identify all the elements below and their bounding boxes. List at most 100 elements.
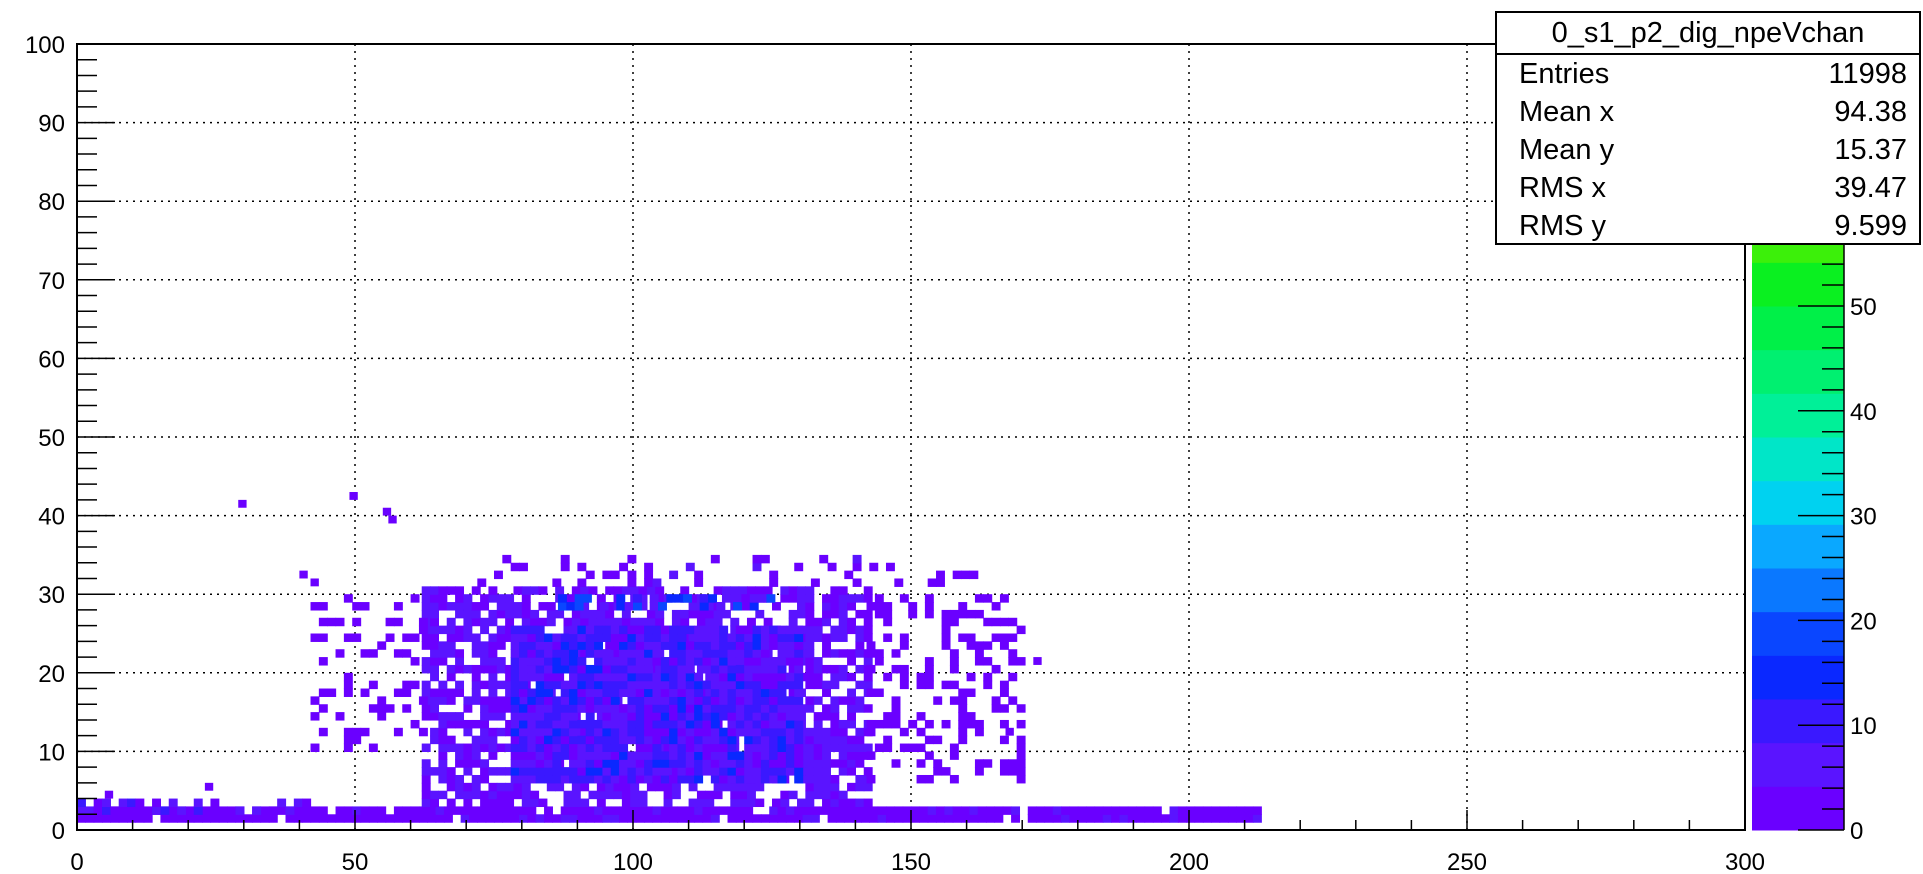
- heatmap-cell: [646, 782, 656, 792]
- heatmap-cell: [505, 704, 515, 713]
- heatmap-cell: [218, 806, 228, 815]
- heatmap-cell: [663, 782, 673, 792]
- heatmap-cell: [855, 735, 865, 745]
- heatmap-cell: [694, 633, 704, 642]
- heatmap-cell: [805, 680, 815, 690]
- heatmap-cell: [385, 633, 395, 642]
- heatmap-cell: [519, 664, 528, 674]
- heatmap-cell: [652, 774, 662, 784]
- heatmap-cell: [746, 782, 756, 792]
- heatmap-cell: [571, 617, 581, 627]
- heatmap-cell: [538, 586, 548, 595]
- heatmap-cell: [755, 782, 765, 792]
- heatmap-cell: [594, 743, 604, 752]
- heatmap-cell: [204, 782, 214, 791]
- heatmap-cell: [427, 814, 437, 823]
- heatmap-cell: [949, 680, 959, 690]
- heatmap-cell: [710, 633, 720, 642]
- heatmap-cell: [421, 641, 431, 650]
- heatmap-cell: [958, 609, 968, 619]
- heatmap-cell: [822, 790, 831, 800]
- heatmap-cell: [785, 751, 795, 760]
- heatmap-cell: [744, 657, 754, 666]
- heatmap-cell: [468, 814, 478, 823]
- heatmap-cell: [822, 633, 831, 642]
- heatmap-cell: [569, 649, 578, 658]
- heatmap-cell: [519, 704, 528, 713]
- heatmap-cell: [847, 798, 856, 808]
- heatmap-cell: [1169, 814, 1179, 823]
- heatmap-cell: [671, 790, 681, 800]
- heatmap-cell: [535, 727, 545, 737]
- heatmap-cell: [847, 767, 856, 776]
- heatmap-cell: [552, 719, 562, 729]
- heatmap-cell: [899, 727, 909, 737]
- heatmap-cell: [694, 719, 704, 729]
- heatmap-cell: [694, 688, 704, 697]
- heatmap-cell: [488, 617, 498, 627]
- heatmap-cell: [510, 649, 520, 658]
- heatmap-cell: [635, 719, 645, 729]
- heatmap-cell: [477, 814, 487, 823]
- heatmap-cell: [669, 727, 679, 737]
- heatmap-cell: [546, 727, 556, 737]
- heatmap-cell: [744, 767, 754, 776]
- heatmap-cell: [999, 617, 1009, 627]
- heatmap-cell: [719, 806, 729, 815]
- heatmap-cell: [602, 759, 612, 768]
- heatmap-cell: [446, 767, 456, 776]
- heatmap-cell: [594, 672, 604, 682]
- heatmap-cell: [727, 664, 737, 674]
- heatmap-cell: [1016, 759, 1026, 768]
- heatmap-cell: [552, 641, 562, 650]
- heatmap-cell: [446, 586, 456, 595]
- heatmap-cell: [471, 782, 481, 792]
- heatmap-cell: [102, 814, 111, 823]
- heatmap-cell: [852, 562, 862, 572]
- heatmap-cell: [594, 806, 604, 815]
- heatmap-cell: [471, 735, 481, 745]
- heatmap-cell: [602, 735, 612, 745]
- heatmap-cell: [602, 719, 612, 729]
- heatmap-cell: [974, 719, 984, 729]
- heatmap-cell: [866, 774, 876, 784]
- heatmap-cell: [735, 814, 745, 823]
- heatmap-cell: [438, 625, 448, 635]
- y-tick-label: 0: [52, 818, 65, 845]
- heatmap-cell: [855, 641, 865, 650]
- heatmap-cell: [421, 609, 431, 619]
- heatmap-cell: [544, 774, 553, 784]
- heatmap-cell: [585, 719, 595, 729]
- heatmap-cell: [671, 767, 681, 776]
- heatmap-cell: [733, 602, 743, 611]
- heatmap-cell: [585, 814, 595, 823]
- heatmap-cell: [594, 767, 604, 776]
- heatmap-cell: [822, 641, 831, 650]
- heatmap-cell: [794, 696, 804, 705]
- heatmap-cell: [527, 672, 537, 682]
- heatmap-cell: [885, 562, 895, 572]
- heatmap-cell: [480, 617, 490, 627]
- heatmap-cell: [924, 657, 934, 666]
- heatmap-cell: [627, 767, 637, 776]
- heatmap-cell: [1061, 806, 1071, 815]
- heatmap-cell: [510, 719, 520, 729]
- heatmap-cell: [1252, 814, 1262, 823]
- heatmap-cell: [585, 727, 595, 737]
- palette-bin: [1752, 568, 1844, 613]
- heatmap-cell: [710, 664, 720, 674]
- heatmap-cell: [847, 712, 856, 721]
- heatmap-cell: [402, 814, 412, 823]
- heatmap-cell: [805, 774, 815, 784]
- heatmap-cell: [519, 641, 528, 650]
- heatmap-cell: [794, 712, 804, 721]
- heatmap-cell: [694, 649, 704, 658]
- heatmap-cell: [844, 806, 854, 815]
- heatmap-cell: [1119, 806, 1129, 815]
- heatmap-cell: [455, 609, 465, 619]
- heatmap-cell: [752, 696, 762, 705]
- heatmap-cell: [644, 649, 654, 658]
- heatmap-cell: [671, 609, 681, 619]
- heatmap-cell: [438, 602, 448, 611]
- heatmap-cell: [760, 719, 770, 729]
